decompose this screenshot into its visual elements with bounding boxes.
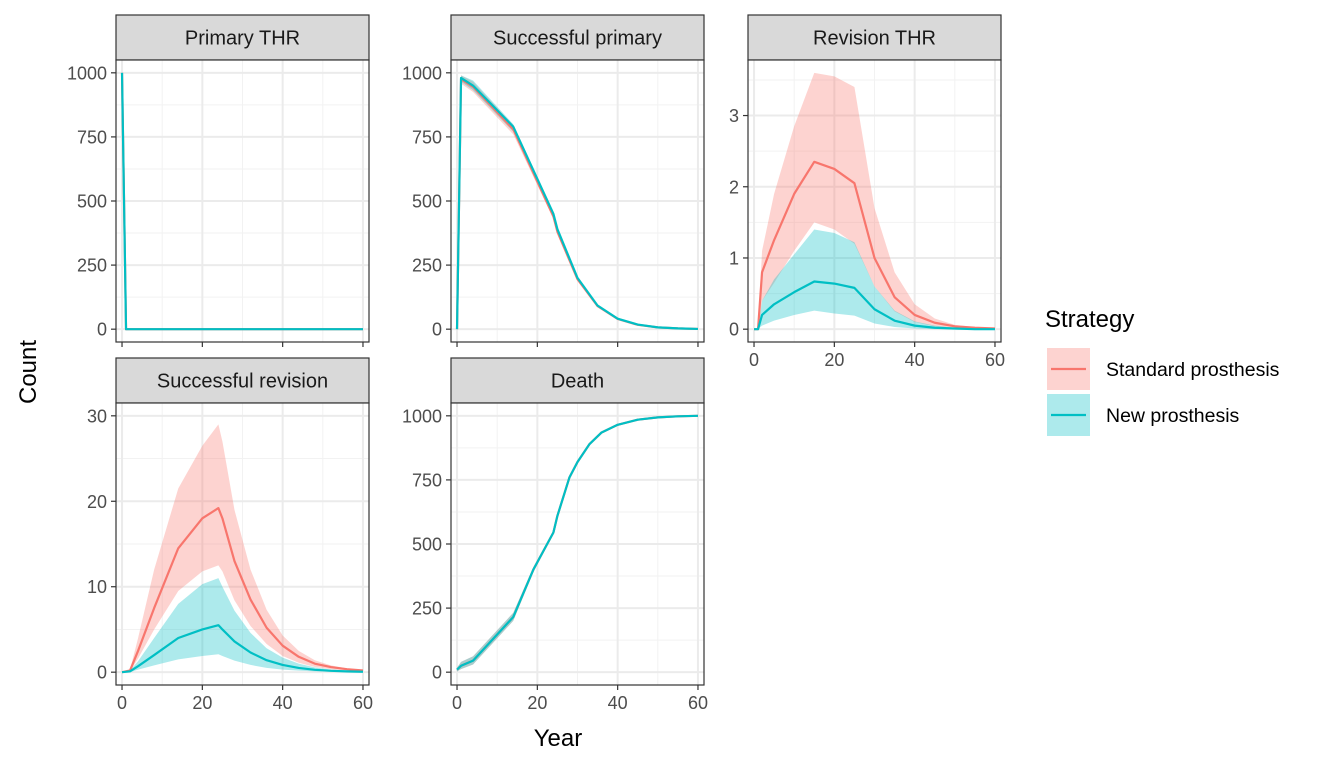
panel-border (747, 59, 1002, 343)
legend-entry: New prosthesis (1047, 394, 1240, 436)
x-tick-label: 0 (749, 350, 759, 370)
y-tick-label: 500 (77, 192, 107, 212)
y-tick-label: 10 (87, 577, 107, 597)
y-axis-title: Count (15, 340, 42, 404)
legend-entries: Standard prosthesis New prosthesis (1047, 348, 1280, 436)
x-tick-label: 60 (688, 693, 708, 713)
y-tick-label: 0 (432, 663, 442, 683)
legend-entry: Standard prosthesis (1047, 348, 1280, 390)
x-tick-label: 0 (452, 693, 462, 713)
panel-4: Successful revision 0 10 20 30 0 20 40 60 (87, 357, 373, 713)
grid (116, 403, 369, 685)
y-tick-label: 500 (412, 192, 442, 212)
y-tick-label: 750 (412, 127, 442, 147)
legend: Strategy Standard prosthesis New prosthes… (1045, 306, 1280, 436)
panel-2: Successful primary 0 250 500 750 1000 (402, 14, 705, 347)
y-tick-label: 0 (97, 320, 107, 340)
legend-label: Standard prosthesis (1106, 359, 1280, 381)
line-standard-prosthesis (754, 160, 996, 331)
y-tick-label: 1000 (402, 63, 442, 83)
panel-5: Death 0 250 500 750 1000 0 20 40 60 (402, 357, 708, 713)
y-tick-label: 1000 (402, 406, 442, 426)
ribbon-standard-prosthesis (754, 72, 995, 330)
x-tick-label: 60 (985, 350, 1005, 370)
y-tick-label: 30 (87, 406, 107, 426)
legend-title: Strategy (1045, 306, 1134, 333)
line-standard-prosthesis (121, 507, 364, 674)
y-tick-label: 250 (77, 256, 107, 276)
facet-strip-label: Primary THR (185, 28, 300, 50)
series-layer (754, 72, 996, 331)
y-tick-label: 2 (729, 177, 739, 197)
y-tick-label: 250 (412, 256, 442, 276)
line-new-prosthesis (754, 280, 995, 331)
y-tick-label: 1000 (67, 63, 107, 83)
ribbon-standard-prosthesis (122, 424, 363, 673)
series-layer (120, 72, 363, 331)
y-tick-label: 0 (97, 663, 107, 683)
grid (116, 60, 369, 342)
line-new-prosthesis (455, 76, 699, 331)
x-tick-label: 40 (905, 350, 925, 370)
facet-strip-label: Successful revision (157, 371, 328, 393)
x-tick-label: 60 (353, 693, 373, 713)
facet-strip-label: Revision THR (813, 28, 936, 50)
y-tick-label: 3 (729, 106, 739, 126)
facet-strip (115, 14, 370, 61)
x-tick-label: 20 (527, 693, 547, 713)
y-tick-label: 500 (412, 535, 442, 555)
y-tick-label: 0 (432, 320, 442, 340)
x-tick-label: 20 (192, 693, 212, 713)
panel-1: Primary THR 0 250 500 750 1000 (67, 14, 370, 347)
facet-strip (115, 357, 370, 404)
panel-3: Revision THR 0 1 2 3 0 20 40 60 (729, 14, 1005, 370)
facet-strip (747, 14, 1002, 61)
series-layer (456, 414, 699, 672)
series-layer (455, 75, 699, 331)
grid (451, 403, 704, 685)
facet-strip (450, 357, 705, 404)
panel-border (115, 402, 370, 686)
facet-strip-label: Death (551, 371, 604, 393)
legend-label: New prosthesis (1106, 405, 1240, 427)
y-tick-label: 20 (87, 492, 107, 512)
x-tick-label: 0 (117, 693, 127, 713)
x-tick-label: 40 (273, 693, 293, 713)
y-tick-label: 750 (412, 470, 442, 490)
line-new-prosthesis (456, 414, 699, 671)
x-tick-label: 20 (824, 350, 844, 370)
y-tick-label: 0 (729, 320, 739, 340)
ribbon-new-prosthesis (754, 229, 995, 330)
series-layer (121, 424, 364, 674)
facet-strip-label: Successful primary (493, 28, 662, 50)
y-tick-label: 250 (412, 599, 442, 619)
line-new-prosthesis (121, 624, 364, 674)
line-new-prosthesis (120, 72, 363, 331)
y-tick-label: 1 (729, 248, 739, 268)
facet-strip (450, 14, 705, 61)
ribbon-new-prosthesis (122, 578, 363, 673)
x-axis-title: Year (534, 725, 583, 752)
x-tick-label: 40 (608, 693, 628, 713)
y-tick-label: 750 (77, 127, 107, 147)
